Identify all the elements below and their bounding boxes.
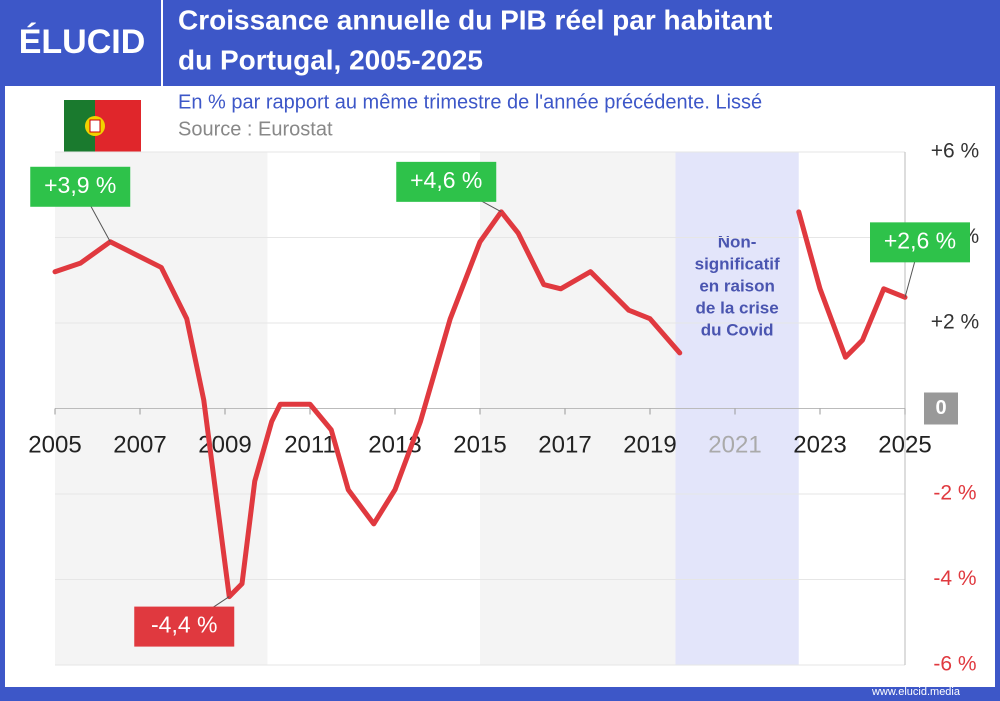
x-tick-label: 2025 [878, 431, 931, 458]
footer: www.elucid.media [871, 686, 961, 698]
x-tick-label: 2011 [284, 431, 336, 458]
covid-note: Non- [718, 232, 757, 251]
flag-shield [89, 119, 101, 133]
annotation-box [870, 222, 970, 263]
flag [64, 100, 141, 152]
y-tick-label: -4 % [933, 567, 976, 590]
y-tick-label: 0 [935, 397, 946, 419]
chart-title: Croissance annuelle du PIB réel par habi… [178, 4, 772, 35]
annotation-label: +3,9 % [44, 172, 116, 198]
x-tick-label: 2021 [708, 431, 761, 458]
x-tick-label: 2017 [538, 431, 591, 458]
annotation-box [134, 606, 235, 647]
covid-note: de la crise [696, 298, 779, 317]
chart-title: du Portugal, 2005-2025 [178, 44, 483, 75]
series-line [52, 209, 683, 600]
series-line [796, 209, 908, 360]
x-tick-label: 2005 [28, 431, 81, 458]
x-tick-label: 2019 [623, 431, 676, 458]
subtitle: En % par rapport au même trimestre de l'… [178, 91, 762, 113]
covid-note: en raison [699, 276, 775, 295]
y-tick-label: +6 % [931, 140, 979, 163]
annotation-box [396, 161, 497, 202]
logo: ÉLUCID [19, 23, 146, 61]
y-tick-label: -2 % [933, 482, 976, 505]
x-tick-label: 2015 [453, 431, 506, 458]
annotation-label: -4,4 % [151, 612, 217, 638]
covid-note: significatif [695, 254, 780, 273]
x-tick-label: 2023 [793, 431, 846, 458]
y-tick-label: +2 % [931, 311, 979, 334]
y-tick-label: -6 % [933, 653, 976, 676]
annotation-label: +2,6 % [884, 227, 956, 253]
covid-note: du Covid [701, 320, 774, 339]
x-tick-label: 2007 [113, 431, 166, 458]
annotation-box [30, 166, 131, 207]
source: Source : Eurostat [178, 118, 333, 140]
annotation-label: +4,6 % [410, 167, 482, 193]
zero-label-box [924, 392, 958, 425]
plot-area: Non-significatif en raison de la crise du C… [28, 140, 979, 676]
